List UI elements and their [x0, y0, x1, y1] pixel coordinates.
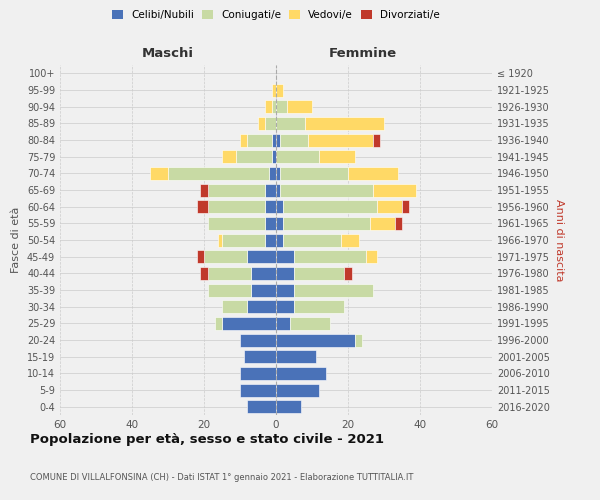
Bar — [276, 150, 319, 163]
Bar — [197, 200, 208, 213]
Bar — [204, 250, 247, 263]
Bar — [276, 234, 283, 246]
Bar — [294, 267, 344, 280]
Bar — [280, 134, 308, 146]
Bar — [265, 184, 276, 196]
Bar — [215, 317, 222, 330]
Bar — [150, 167, 168, 180]
Bar — [200, 267, 208, 280]
Bar — [272, 150, 276, 163]
Bar — [240, 367, 276, 380]
Bar — [287, 100, 312, 113]
Bar — [265, 117, 276, 130]
Bar — [283, 217, 370, 230]
Bar — [272, 100, 276, 113]
Bar — [402, 200, 409, 213]
Bar — [240, 384, 276, 396]
Bar — [290, 317, 330, 330]
Bar — [305, 117, 384, 130]
Bar — [272, 84, 276, 96]
Bar — [244, 350, 276, 363]
Bar — [294, 284, 373, 296]
Bar — [319, 150, 355, 163]
Bar — [280, 184, 373, 196]
Bar — [276, 384, 319, 396]
Bar — [276, 400, 301, 413]
Bar — [265, 100, 272, 113]
Bar — [395, 217, 402, 230]
Bar — [200, 184, 208, 196]
Text: COMUNE DI VILLALFONSINA (CH) - Dati ISTAT 1° gennaio 2021 - Elaborazione TUTTITA: COMUNE DI VILLALFONSINA (CH) - Dati ISTA… — [30, 473, 413, 482]
Bar — [276, 200, 283, 213]
Bar — [283, 234, 341, 246]
Bar — [247, 300, 276, 313]
Bar — [208, 217, 265, 230]
Bar — [222, 234, 265, 246]
Bar — [208, 184, 265, 196]
Bar — [269, 167, 276, 180]
Bar — [373, 184, 416, 196]
Bar — [168, 167, 269, 180]
Bar — [272, 134, 276, 146]
Text: Maschi: Maschi — [142, 47, 194, 60]
Y-axis label: Fasce di età: Fasce di età — [11, 207, 21, 273]
Bar — [276, 267, 294, 280]
Bar — [308, 134, 373, 146]
Bar — [240, 134, 247, 146]
Bar — [355, 334, 362, 346]
Bar — [366, 250, 377, 263]
Bar — [294, 250, 366, 263]
Bar — [236, 150, 272, 163]
Bar — [276, 84, 283, 96]
Bar — [276, 250, 294, 263]
Bar — [294, 300, 344, 313]
Bar — [276, 317, 290, 330]
Bar — [377, 200, 402, 213]
Bar — [276, 367, 326, 380]
Bar — [276, 217, 283, 230]
Bar — [222, 300, 247, 313]
Bar — [373, 134, 380, 146]
Bar — [258, 117, 265, 130]
Bar — [265, 200, 276, 213]
Bar — [265, 234, 276, 246]
Bar — [276, 184, 280, 196]
Bar — [208, 200, 265, 213]
Bar — [265, 217, 276, 230]
Bar — [240, 334, 276, 346]
Bar — [276, 117, 305, 130]
Y-axis label: Anni di nascita: Anni di nascita — [554, 198, 563, 281]
Bar — [344, 267, 352, 280]
Bar — [280, 167, 348, 180]
Text: Femmine: Femmine — [328, 47, 397, 60]
Bar — [276, 167, 280, 180]
Bar — [251, 267, 276, 280]
Bar — [247, 134, 272, 146]
Legend: Celibi/Nubili, Coniugati/e, Vedovi/e, Divorziati/e: Celibi/Nubili, Coniugati/e, Vedovi/e, Di… — [112, 10, 440, 20]
Bar — [276, 284, 294, 296]
Bar — [283, 200, 377, 213]
Bar — [208, 284, 251, 296]
Bar — [222, 150, 236, 163]
Bar — [341, 234, 359, 246]
Bar — [247, 400, 276, 413]
Bar — [276, 300, 294, 313]
Bar — [276, 134, 280, 146]
Bar — [222, 317, 276, 330]
Bar — [370, 217, 395, 230]
Bar — [276, 350, 316, 363]
Bar — [348, 167, 398, 180]
Bar — [208, 267, 251, 280]
Bar — [276, 100, 287, 113]
Bar — [251, 284, 276, 296]
Bar — [247, 250, 276, 263]
Text: Popolazione per età, sesso e stato civile - 2021: Popolazione per età, sesso e stato civil… — [30, 432, 384, 446]
Bar — [276, 334, 355, 346]
Bar — [197, 250, 204, 263]
Bar — [218, 234, 222, 246]
